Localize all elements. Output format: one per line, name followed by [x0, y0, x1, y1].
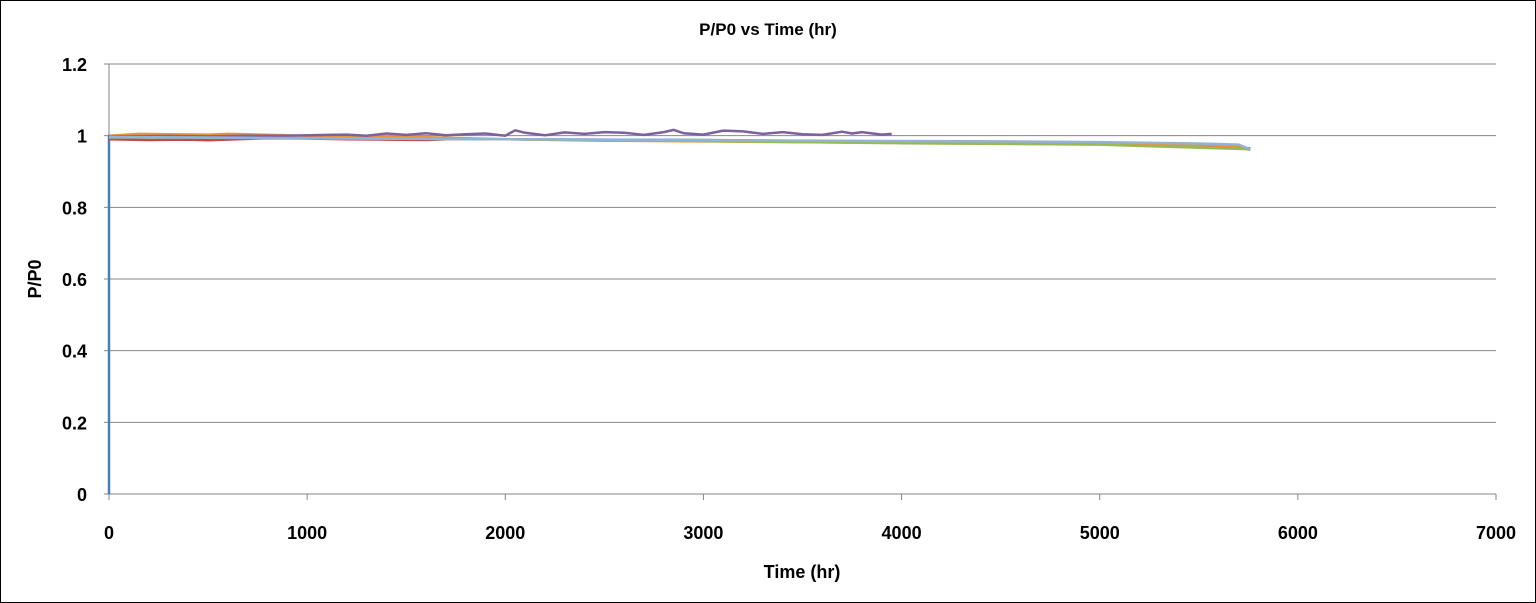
data-series-line [108, 135, 1251, 151]
y-tick-label: 0.4 [62, 342, 87, 362]
x-tick-label: 4000 [882, 523, 922, 543]
y-tick-label: 1.2 [62, 55, 87, 75]
x-tick-label: 0 [104, 523, 114, 543]
y-tick-label: 0 [77, 485, 87, 505]
y-tick-label: 0.6 [62, 270, 87, 290]
x-axis-label: Time (hr) [764, 562, 841, 582]
y-tick-label: 0.8 [62, 198, 87, 218]
x-tick-label: 1000 [287, 523, 327, 543]
y-tick-label: 0.2 [62, 413, 87, 433]
y-tick-label: 1 [77, 127, 87, 147]
y-axis-label: P/P0 [25, 259, 45, 298]
data-series-line [107, 134, 1251, 494]
x-tick-label: 3000 [683, 523, 723, 543]
x-tick-label: 2000 [485, 523, 525, 543]
x-tick-label: 5000 [1080, 523, 1120, 543]
x-tick-label: 7000 [1476, 523, 1516, 543]
x-tick-label: 6000 [1278, 523, 1318, 543]
chart-title: P/P0 vs Time (hr) [699, 20, 837, 39]
data-series-line [108, 128, 892, 138]
